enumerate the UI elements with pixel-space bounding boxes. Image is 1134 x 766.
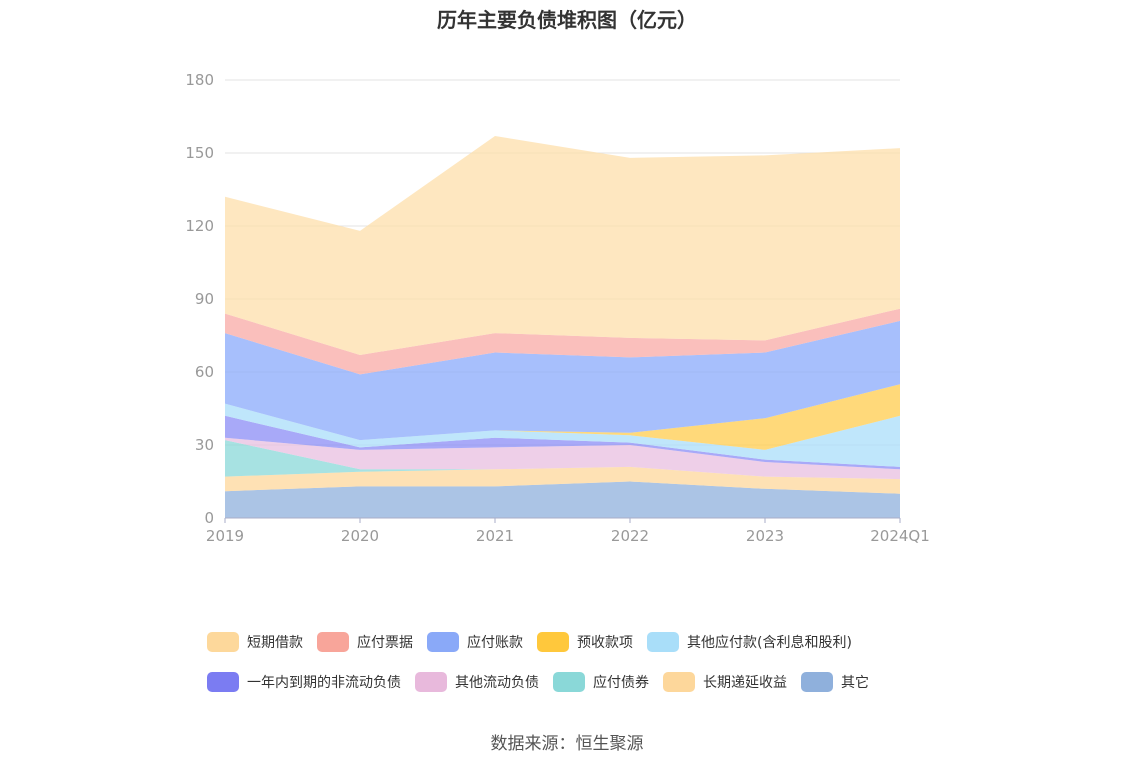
legend-item-accounts-payable[interactable]: 应付账款	[427, 632, 523, 652]
legend-label: 其他流动负债	[455, 675, 539, 691]
legend-label: 其它	[841, 675, 869, 691]
legend-swatch	[207, 632, 239, 652]
legend-item-bonds-payable[interactable]: 应付债券	[553, 672, 649, 692]
y-tick-label: 90	[195, 290, 214, 308]
legend-item-notes-payable[interactable]: 应付票据	[317, 632, 413, 652]
legend-swatch	[801, 672, 833, 692]
area-series	[225, 403, 900, 467]
legend-label: 应付票据	[357, 635, 413, 651]
y-tick-label: 120	[185, 217, 214, 235]
legend-swatch	[647, 632, 679, 652]
legend-label: 一年内到期的非流动负债	[247, 675, 401, 691]
area-series	[225, 440, 900, 480]
legend-row-1: 短期借款 应付票据 应付账款 预收款项 其他应付款(含利息和股利)	[207, 632, 947, 652]
legend-swatch	[415, 672, 447, 692]
area-series	[225, 308, 900, 375]
x-tick-label: 2019	[206, 527, 244, 545]
area-series	[225, 136, 900, 355]
x-tick-label: 2022	[611, 527, 649, 545]
x-tick-label: 2024Q1	[870, 527, 930, 545]
area-series	[225, 320, 900, 441]
legend-item-advance-receipts[interactable]: 预收款项	[537, 632, 633, 652]
legend-swatch	[553, 672, 585, 692]
y-tick-label: 150	[185, 144, 214, 162]
legend-item-short-term-loans[interactable]: 短期借款	[207, 632, 303, 652]
legend-label: 应付债券	[593, 675, 649, 691]
legend-label: 短期借款	[247, 635, 303, 651]
area-series	[225, 136, 900, 518]
area-series	[225, 466, 900, 494]
legend-item-other-current-liabilities[interactable]: 其他流动负债	[415, 672, 539, 692]
y-tick-label: 0	[204, 509, 214, 527]
y-tick-label: 30	[195, 436, 214, 454]
legend-row-2: 一年内到期的非流动负债 其他流动负债 应付债券 长期递延收益 其它	[207, 672, 947, 692]
area-series	[225, 437, 900, 480]
legend-item-other[interactable]: 其它	[801, 672, 869, 692]
area-series	[225, 384, 900, 450]
x-tick-label: 2020	[341, 527, 379, 545]
legend-item-deferred-income[interactable]: 长期递延收益	[663, 672, 787, 692]
x-tick-label: 2021	[476, 527, 514, 545]
area-series	[225, 481, 900, 518]
axes: 0 30 60 90 120 150 180 2019 2020 2021 2022 2023 2024…	[185, 71, 929, 545]
legend-item-current-noncurrent-liabilities[interactable]: 一年内到期的非流动负债	[207, 672, 401, 692]
legend-swatch	[317, 632, 349, 652]
legend-swatch	[537, 632, 569, 652]
y-tick-label: 60	[195, 363, 214, 381]
data-source: 数据来源：恒生聚源	[490, 734, 644, 754]
legend-swatch	[207, 672, 239, 692]
chart-title: 历年主要负债堆积图（亿元）	[437, 8, 697, 32]
legend-label: 预收款项	[577, 635, 633, 651]
area-series	[225, 415, 900, 470]
legend-label: 其他应付款(含利息和股利)	[687, 635, 852, 651]
y-tick-label: 180	[185, 71, 214, 89]
x-tick-label: 2023	[746, 527, 784, 545]
legend: 短期借款 应付票据 应付账款 预收款项 其他应付款(含利息和股利) 一年内到期的…	[207, 632, 947, 712]
legend-swatch	[663, 672, 695, 692]
legend-label: 应付账款	[467, 635, 523, 651]
legend-item-other-payables[interactable]: 其他应付款(含利息和股利)	[647, 632, 852, 652]
legend-label: 长期递延收益	[703, 675, 787, 691]
legend-swatch	[427, 632, 459, 652]
